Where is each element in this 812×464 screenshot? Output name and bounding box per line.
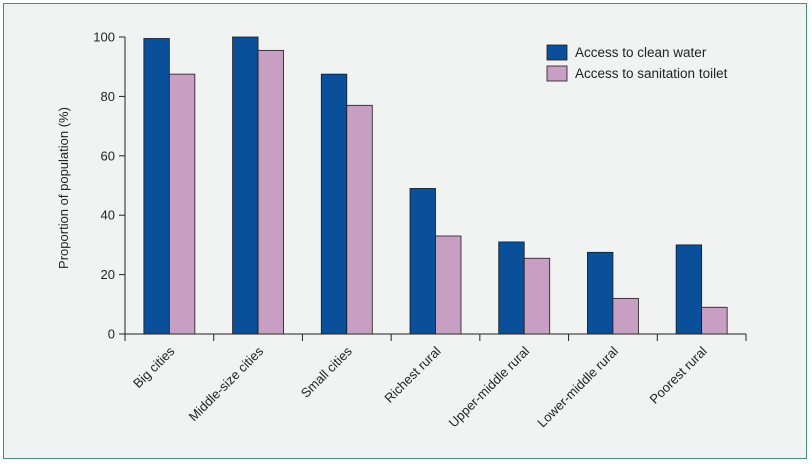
bar bbox=[523, 257, 551, 335]
legend-swatch bbox=[546, 44, 568, 61]
x-category-label: Poorest rural bbox=[647, 343, 710, 406]
bar bbox=[409, 188, 436, 335]
legend: Access to clean water Access to sanitatio… bbox=[546, 44, 728, 82]
x-category-label: Middle-size cities bbox=[186, 343, 267, 424]
bar bbox=[675, 244, 703, 335]
bar bbox=[320, 73, 348, 335]
x-category-label: Richest rural bbox=[381, 343, 443, 405]
bars bbox=[143, 36, 728, 335]
bar bbox=[257, 49, 284, 335]
bar bbox=[435, 235, 462, 335]
bar bbox=[143, 38, 170, 335]
y-tick-label: 60 bbox=[101, 148, 115, 163]
y-tick-label: 20 bbox=[101, 267, 115, 282]
bar bbox=[498, 241, 525, 335]
y-axis-title: Proportion of population (%) bbox=[56, 107, 71, 269]
bar bbox=[587, 251, 614, 335]
y-tick-label: 40 bbox=[101, 208, 115, 223]
legend-label: Access to clean water bbox=[575, 45, 707, 60]
chart-frame bbox=[3, 3, 807, 459]
bar bbox=[168, 73, 196, 335]
y-tick-label: 0 bbox=[108, 327, 115, 342]
bar bbox=[701, 306, 728, 335]
bar bbox=[612, 297, 639, 335]
legend-label: Access to sanitation toilet bbox=[575, 66, 728, 81]
y-tick-label: 100 bbox=[93, 30, 115, 45]
legend-swatch bbox=[546, 65, 568, 82]
bar bbox=[232, 36, 259, 335]
y-tick-label: 80 bbox=[101, 89, 115, 104]
x-category-label: Upper-middle rural bbox=[446, 343, 533, 430]
x-category-label: Lower-middle rural bbox=[534, 343, 621, 430]
bar bbox=[346, 104, 373, 335]
x-category-label: Small cities bbox=[298, 343, 355, 400]
x-category-label: Big cities bbox=[130, 343, 178, 391]
